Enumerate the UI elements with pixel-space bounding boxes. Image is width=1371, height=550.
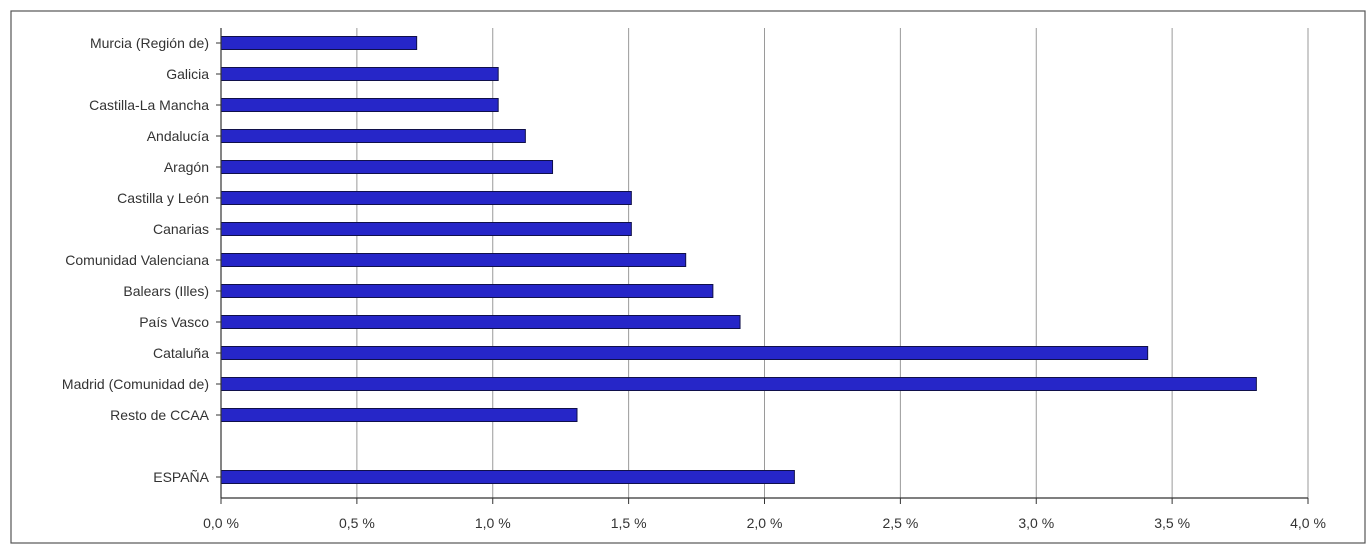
chart-frame bbox=[10, 10, 1366, 544]
category-label: Aragón bbox=[164, 159, 209, 175]
category-label: Murcia (Región de) bbox=[90, 35, 209, 51]
x-tick-label: 2,0 % bbox=[747, 515, 783, 531]
category-label: Comunidad Valenciana bbox=[65, 252, 209, 268]
bar bbox=[220, 160, 554, 174]
bar bbox=[220, 67, 499, 81]
category-label: Balears (Illes) bbox=[123, 283, 209, 299]
category-label: Castilla-La Mancha bbox=[89, 97, 209, 113]
category-label: ESPAÑA bbox=[153, 469, 209, 485]
category-labels: Murcia (Región de) Galicia Castilla-La Man… bbox=[62, 35, 210, 485]
x-tick-label: 3,5 % bbox=[1154, 515, 1190, 531]
bar bbox=[220, 129, 526, 143]
x-tick-label: 0,0 % bbox=[203, 515, 239, 531]
bar bbox=[220, 470, 795, 484]
axes bbox=[216, 28, 1309, 504]
category-label: Resto de CCAA bbox=[110, 407, 209, 423]
category-label: Andalucía bbox=[147, 128, 209, 144]
x-tick-label: 4,0 % bbox=[1290, 515, 1326, 531]
x-tick-label: 1,0 % bbox=[475, 515, 511, 531]
x-tick-label: 2,5 % bbox=[882, 515, 918, 531]
category-label: Canarias bbox=[153, 221, 209, 237]
bar bbox=[220, 315, 741, 329]
x-tick-label: 3,0 % bbox=[1018, 515, 1054, 531]
bar bbox=[220, 222, 632, 236]
bar bbox=[220, 191, 632, 205]
bar bbox=[220, 36, 418, 50]
category-label: Galicia bbox=[166, 66, 209, 82]
bars bbox=[220, 36, 1257, 484]
bar bbox=[220, 377, 1257, 391]
tick-labels: 0,0 % 0,5 % 1,0 % 1,5 % 2,0 % 2,5 % 3,0 % 3,5 %… bbox=[203, 515, 1326, 531]
bar bbox=[220, 284, 714, 298]
x-tick-label: 1,5 % bbox=[611, 515, 647, 531]
bar bbox=[220, 408, 578, 422]
bar bbox=[220, 346, 1149, 360]
category-label: Madrid (Comunidad de) bbox=[62, 376, 209, 392]
category-label: Cataluña bbox=[153, 345, 209, 361]
x-tick-label: 0,5 % bbox=[339, 515, 375, 531]
bar bbox=[220, 253, 687, 267]
category-label: País Vasco bbox=[139, 314, 209, 330]
bar bbox=[220, 98, 499, 112]
category-label: Castilla y León bbox=[117, 190, 209, 206]
